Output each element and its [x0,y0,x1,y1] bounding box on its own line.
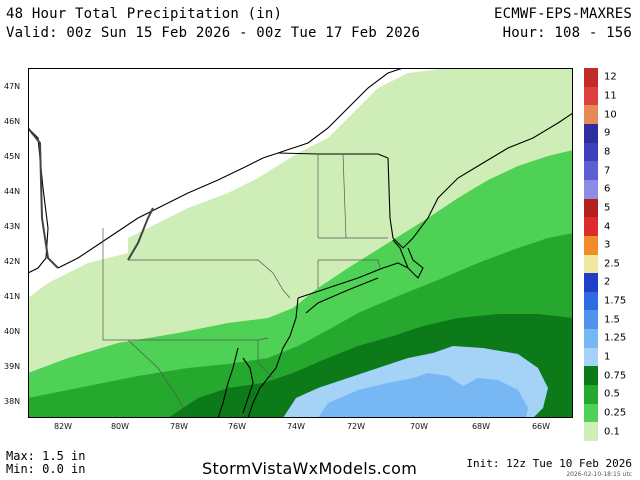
legend-label: 5 [604,202,611,214]
lon-label: 68W [471,422,491,431]
lat-label: 42N [4,257,21,266]
lat-label: 47N [4,82,21,91]
map-border [28,68,573,418]
lat-label: 44N [4,187,21,196]
legend-label: 0.25 [604,407,627,419]
lat-label: 43N [4,222,21,231]
precipitation-map [28,68,573,418]
lat-label: 45N [4,152,21,161]
legend-label: 9 [604,127,611,139]
legend-swatch [584,291,598,311]
coastlines [28,68,573,418]
legend-label: 7 [604,165,611,177]
legend-swatch [584,385,598,405]
legend-label: 8 [604,146,611,158]
lon-label: 78W [169,422,189,431]
legend-swatch [584,142,598,162]
legend-label: 11 [604,90,617,102]
lat-label: 39N [4,362,21,371]
lat-label: 38N [4,397,21,406]
legend-label: 0.5 [604,388,620,400]
lon-label: 76W [227,422,247,431]
lat-label: 40N [4,327,21,336]
lat-label: 41N [4,292,21,301]
max-value: Max: 1.5 in [6,449,86,463]
legend-swatch [584,179,598,200]
lat-label: 46N [4,117,21,126]
legend-label: 3 [604,239,611,251]
model-name: ECMWF-EPS-MAXRES [493,6,632,22]
legend-swatch [584,105,598,125]
legend-swatch [584,123,598,144]
legend-label: 10 [604,109,617,121]
generated-time: 2026-02-10-18:15 utc [566,471,632,478]
precip-1.25-area [318,373,528,418]
precip-legend [584,68,598,442]
legend-label: 1.25 [604,332,627,344]
legend-label: 1.75 [604,295,627,307]
lon-label: 74W [286,422,306,431]
legend-label: 6 [604,183,611,195]
legend-label: 1.5 [604,314,620,326]
legend-swatch [584,254,598,274]
lon-label: 72W [346,422,366,431]
max-min-values: Max: 1.5 in Min: 0.0 in [6,450,85,476]
country-border [28,127,154,269]
legend-swatch [584,235,598,255]
legend-label: 12 [604,71,617,83]
lon-label: 80W [110,422,130,431]
lon-label: 82W [53,422,73,431]
legend-swatch [584,198,598,218]
lon-label: 66W [531,422,551,431]
legend-swatch [584,347,598,367]
legend-swatch [584,161,598,181]
legend-swatch [584,273,598,293]
map-title: 48 Hour Total Precipitation (in) [6,6,283,22]
legend-swatch [584,217,598,237]
legend-swatch [584,403,598,423]
legend-label: 2 [604,276,611,288]
legend-swatch [584,366,598,386]
init-time: Init: 12z Tue 10 Feb 2026 [466,457,632,470]
legend-swatch [584,310,598,330]
legend-swatch [584,86,598,106]
site-name: StormVistaWxModels.com [202,459,418,478]
lon-label: 70W [409,422,429,431]
legend-label: 0.75 [604,370,627,382]
legend-swatch [584,329,598,349]
legend-label: 2.5 [604,258,620,270]
legend-label: 1 [604,351,611,363]
map-svg [28,68,573,418]
forecast-hour-range: Hour: 108 - 156 [502,25,632,41]
min-value: Min: 0.0 in [6,462,86,476]
state-borders [102,153,388,418]
legend-label: 4 [604,221,611,233]
valid-period: Valid: 00z Sun 15 Feb 2026 - 00z Tue 17 … [6,25,421,41]
legend-swatch [584,422,598,442]
legend-label: 0.1 [604,426,620,438]
legend-swatch [584,68,598,88]
